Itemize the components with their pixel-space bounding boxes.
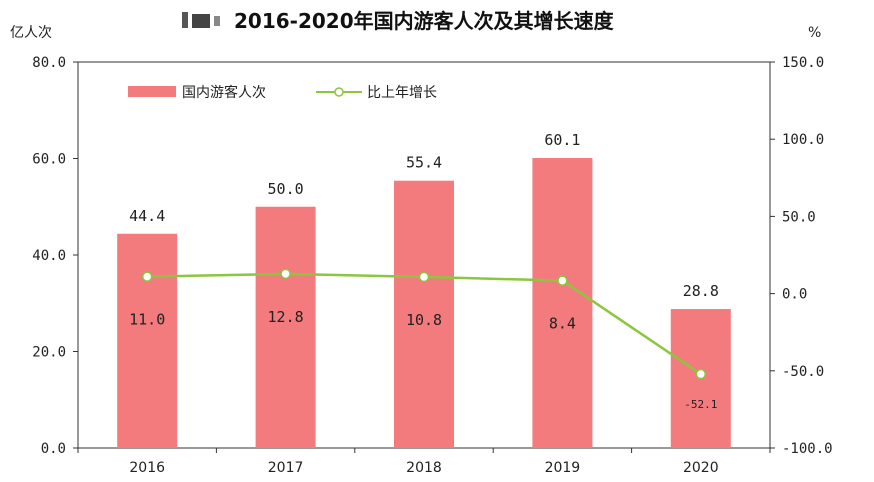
right-axis-unit: %: [808, 25, 821, 41]
right-tick-label: 0.0: [782, 287, 807, 303]
left-tick-label: 0.0: [41, 441, 66, 457]
bar-value-label: 44.4: [129, 207, 165, 225]
line-group: [141, 268, 707, 380]
legend-line-marker: [334, 87, 344, 97]
line-point: [418, 271, 430, 283]
x-tick-label: 2019: [545, 460, 581, 476]
bar-value-label: 55.4: [406, 154, 442, 172]
left-axis-ticks: 0.0 20.0 40.0 60.0 80.0: [32, 55, 78, 457]
right-axis-ticks: -100.0 -50.0 0.0 50.0 100.0 150.0: [770, 55, 833, 457]
left-tick-label: 80.0: [32, 55, 66, 71]
line-value-label: 12.8: [268, 308, 304, 326]
line-point: [557, 275, 568, 286]
line-value-label: -52.1: [684, 398, 717, 411]
bars-group: [117, 158, 731, 448]
bar-value-label: 60.1: [544, 131, 580, 149]
chart-title: 2016-2020年国内游客人次及其增长速度: [234, 9, 615, 33]
logo-icon: [182, 12, 220, 28]
legend: 国内游客人次 比上年增长: [128, 84, 437, 101]
left-tick-label: 60.0: [32, 152, 66, 168]
legend-bar-swatch: [128, 86, 176, 97]
legend-line-label: 比上年增长: [367, 85, 437, 101]
bar-labels-group: 44.4 50.0 55.4 60.1 28.8: [129, 131, 719, 300]
right-tick-label: 150.0: [782, 55, 824, 71]
bar-value-label: 28.8: [683, 282, 719, 300]
x-tick-label: 2020: [683, 460, 719, 476]
bar: [255, 206, 316, 448]
right-tick-label: 100.0: [782, 132, 824, 148]
line-value-label: 10.8: [406, 311, 442, 329]
right-tick-label: -50.0: [782, 364, 824, 380]
line-point: [141, 271, 153, 282]
bar: [394, 180, 454, 448]
right-tick-label: -100.0: [782, 441, 833, 457]
bar: [532, 158, 593, 448]
legend-bar-label: 国内游客人次: [182, 84, 266, 101]
x-tick-label: 2016: [129, 460, 165, 476]
left-tick-label: 40.0: [32, 248, 66, 264]
line-point: [280, 268, 291, 280]
x-axis-ticks: 2016 2017 2018 2019 2020: [77, 448, 771, 476]
x-tick-label: 2018: [406, 460, 442, 476]
left-axis-unit: 亿人次: [10, 25, 52, 41]
left-tick-label: 20.0: [32, 345, 66, 361]
bar-value-label: 50.0: [268, 180, 304, 198]
bar: [117, 233, 178, 448]
right-tick-label: 50.0: [782, 209, 816, 225]
x-tick-label: 2017: [268, 460, 304, 476]
line-labels-group: 11.0 12.8 10.8 8.4 -52.1: [129, 308, 717, 411]
line-value-label: 8.4: [549, 315, 576, 333]
line-point: [695, 368, 707, 380]
line-value-label: 11.0: [129, 311, 165, 329]
